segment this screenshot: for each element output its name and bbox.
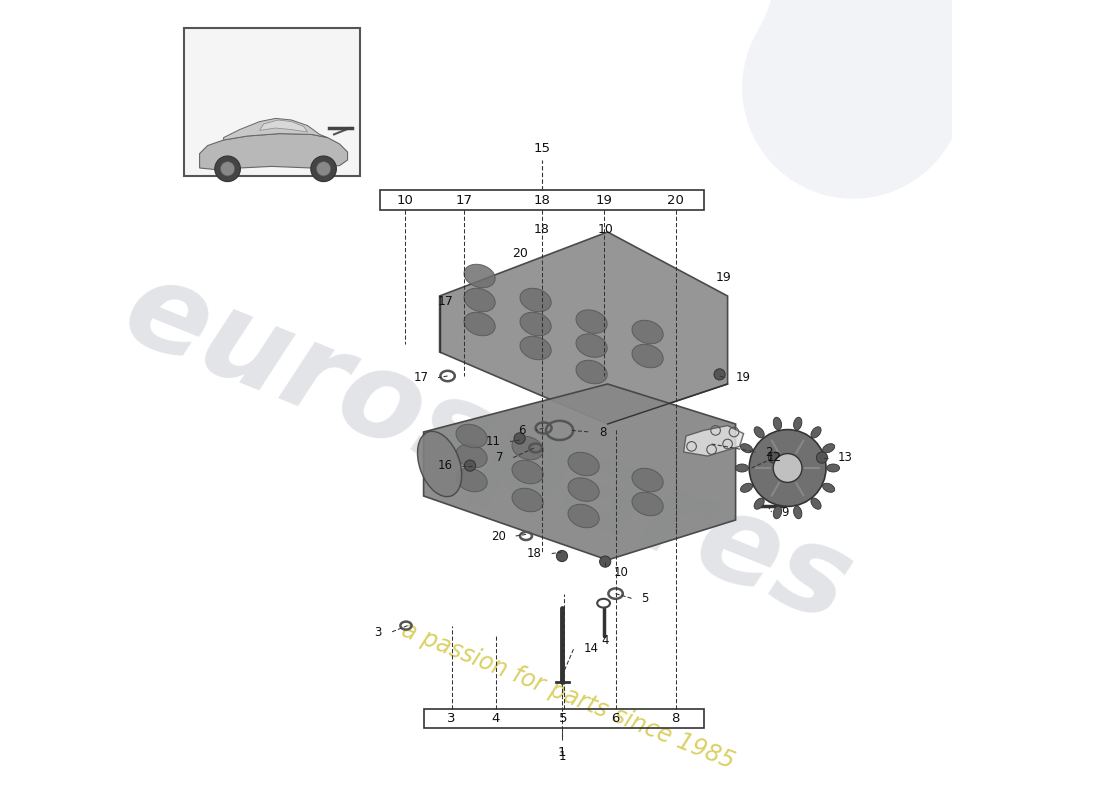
Ellipse shape <box>568 504 600 528</box>
Text: 3: 3 <box>448 712 455 725</box>
Text: 5: 5 <box>559 712 568 725</box>
Ellipse shape <box>512 436 543 460</box>
Polygon shape <box>199 134 348 170</box>
Text: 15: 15 <box>534 142 550 155</box>
Text: 6: 6 <box>518 424 526 437</box>
Ellipse shape <box>568 452 600 476</box>
Text: 6: 6 <box>612 712 619 725</box>
Text: 17: 17 <box>455 194 472 206</box>
Ellipse shape <box>464 288 495 312</box>
Text: 4: 4 <box>492 712 499 725</box>
Ellipse shape <box>740 483 752 492</box>
Text: 9: 9 <box>781 506 789 518</box>
Ellipse shape <box>520 288 551 312</box>
Text: 4: 4 <box>602 634 609 646</box>
Ellipse shape <box>827 464 839 472</box>
Ellipse shape <box>568 478 600 502</box>
Text: 18: 18 <box>527 547 542 560</box>
Bar <box>424 709 704 728</box>
Text: 8: 8 <box>671 712 680 725</box>
Text: 5: 5 <box>641 592 649 605</box>
Ellipse shape <box>740 444 752 453</box>
Ellipse shape <box>464 264 495 288</box>
Ellipse shape <box>520 336 551 360</box>
Text: 2: 2 <box>766 446 772 458</box>
Circle shape <box>214 156 241 182</box>
Circle shape <box>773 454 802 482</box>
Polygon shape <box>260 120 308 132</box>
Text: 12: 12 <box>767 451 781 464</box>
Ellipse shape <box>512 488 543 512</box>
Ellipse shape <box>811 426 821 438</box>
Circle shape <box>600 556 610 567</box>
Ellipse shape <box>736 464 748 472</box>
Text: 20: 20 <box>512 247 528 260</box>
Text: 7: 7 <box>496 451 504 464</box>
Ellipse shape <box>823 444 835 453</box>
Circle shape <box>769 452 780 463</box>
Text: 10: 10 <box>597 223 613 236</box>
Ellipse shape <box>823 483 835 492</box>
Ellipse shape <box>755 498 764 510</box>
Polygon shape <box>683 426 744 456</box>
Polygon shape <box>440 232 727 424</box>
Polygon shape <box>424 384 736 560</box>
Circle shape <box>317 162 331 176</box>
Circle shape <box>557 550 568 562</box>
Ellipse shape <box>793 506 802 518</box>
Ellipse shape <box>773 506 782 518</box>
Ellipse shape <box>418 431 462 497</box>
Text: 20: 20 <box>668 194 684 206</box>
Text: 14: 14 <box>584 642 598 654</box>
Polygon shape <box>223 118 328 140</box>
Ellipse shape <box>576 360 607 384</box>
Text: 1: 1 <box>558 746 566 758</box>
Text: 17: 17 <box>414 371 428 384</box>
Ellipse shape <box>456 424 487 448</box>
Text: 10: 10 <box>397 194 414 206</box>
Circle shape <box>714 369 725 380</box>
Ellipse shape <box>576 334 607 358</box>
Text: 11: 11 <box>485 435 501 448</box>
Text: eurospares: eurospares <box>108 249 868 647</box>
Text: 17: 17 <box>438 295 454 308</box>
Text: 19: 19 <box>595 194 612 206</box>
Ellipse shape <box>632 492 663 516</box>
Ellipse shape <box>793 418 802 430</box>
Ellipse shape <box>456 468 487 492</box>
Ellipse shape <box>632 344 663 368</box>
Circle shape <box>311 156 337 182</box>
Text: 16: 16 <box>438 459 452 472</box>
Ellipse shape <box>520 312 551 336</box>
Ellipse shape <box>755 426 764 438</box>
Text: 3: 3 <box>375 626 382 638</box>
Text: 19: 19 <box>736 371 750 384</box>
Circle shape <box>220 162 234 176</box>
Ellipse shape <box>632 320 663 344</box>
Ellipse shape <box>632 468 663 492</box>
Text: 8: 8 <box>600 426 607 438</box>
Text: 13: 13 <box>837 451 852 464</box>
Text: 1: 1 <box>558 750 565 762</box>
Text: 18: 18 <box>534 194 550 206</box>
Circle shape <box>514 433 525 444</box>
Text: 20: 20 <box>491 530 506 542</box>
Text: 10: 10 <box>614 566 629 578</box>
Bar <box>184 28 360 176</box>
Circle shape <box>749 430 826 506</box>
Ellipse shape <box>811 498 821 510</box>
Ellipse shape <box>464 312 495 336</box>
Text: 19: 19 <box>716 271 732 284</box>
Text: a passion for parts since 1985: a passion for parts since 1985 <box>398 618 737 774</box>
Ellipse shape <box>456 444 487 468</box>
Circle shape <box>464 460 475 471</box>
Ellipse shape <box>773 418 782 430</box>
Bar <box>379 190 704 210</box>
Ellipse shape <box>512 460 543 484</box>
Text: 18: 18 <box>535 223 550 236</box>
Ellipse shape <box>576 310 607 334</box>
Circle shape <box>816 452 827 463</box>
